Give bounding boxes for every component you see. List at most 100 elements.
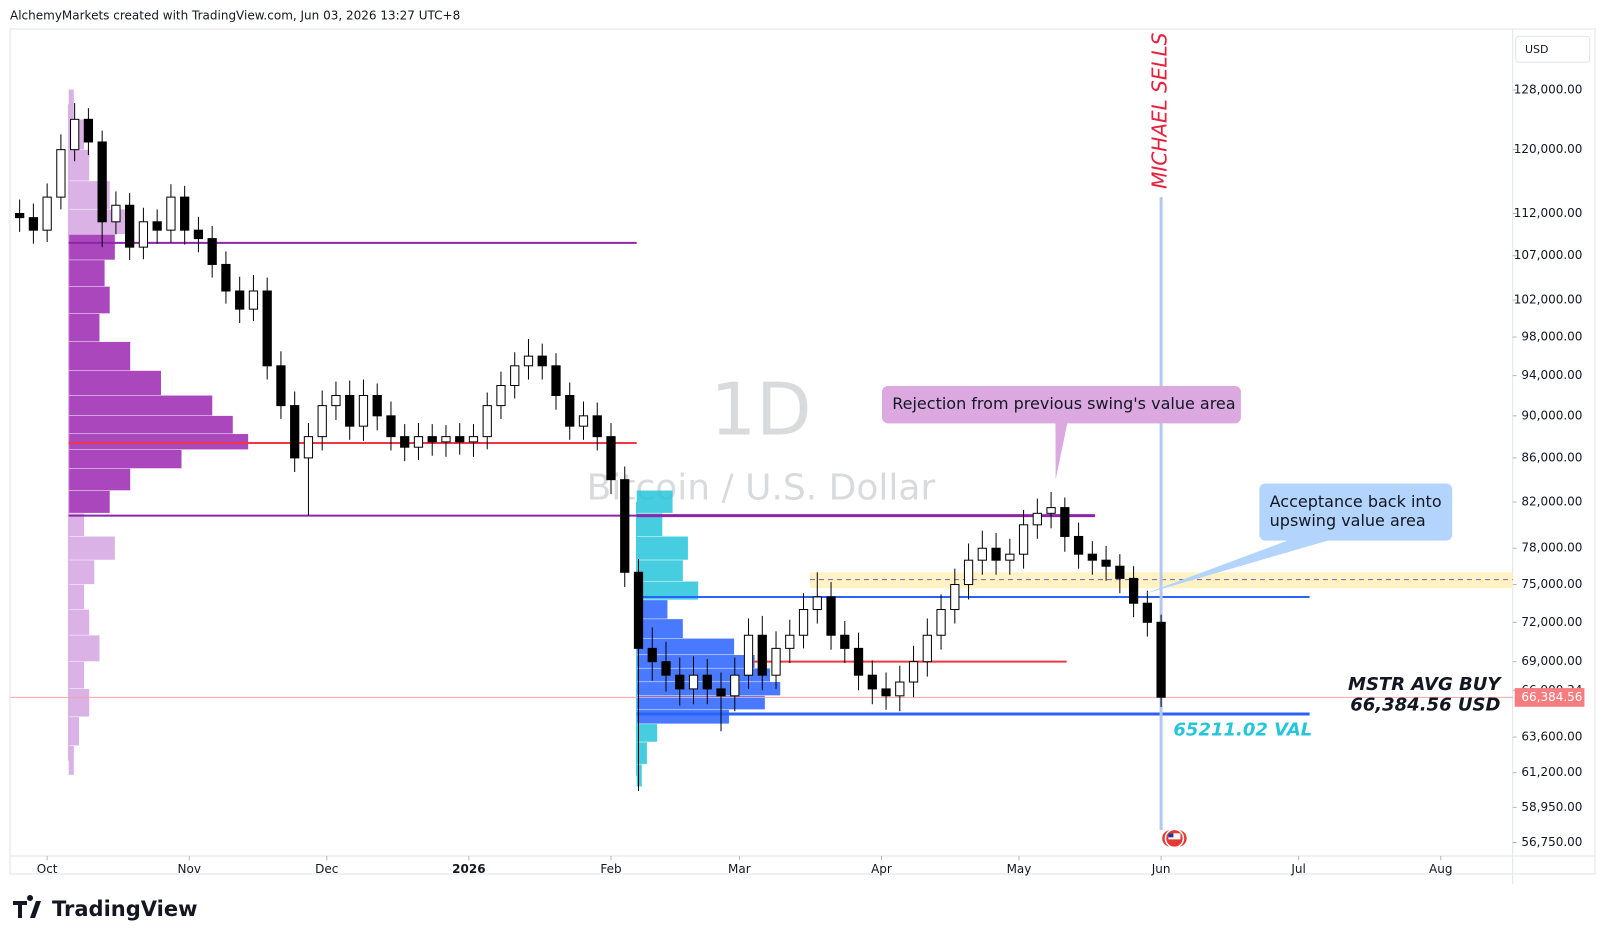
candle-body [1005, 553, 1015, 561]
candle-body [1156, 621, 1166, 698]
volume-profile-bar [68, 468, 131, 491]
candle-body [331, 395, 341, 407]
volume-profile-bar [636, 581, 699, 600]
candle-body [345, 395, 355, 427]
y-tick-label: 102,000.00 [1514, 293, 1583, 307]
flag-canton [1168, 833, 1174, 838]
candle-body [166, 196, 176, 231]
candle-body [1101, 559, 1111, 567]
candle-body [1032, 512, 1042, 526]
volume-profile-bar [636, 560, 683, 581]
candle-body [702, 674, 712, 690]
candle-body [661, 661, 671, 676]
y-tick-label: 128,000.00 [1514, 82, 1583, 96]
candle-body [441, 436, 451, 443]
candle-body [950, 584, 960, 611]
volume-profile-bar [68, 745, 74, 775]
brand-logo [13, 895, 41, 918]
candle-body [812, 596, 822, 611]
candle-body [633, 571, 644, 649]
callout-tail [1055, 422, 1068, 480]
candle-body [482, 405, 492, 438]
candle-body [468, 436, 479, 443]
candle-body [15, 212, 25, 219]
volume-profile-bar [68, 415, 233, 434]
candle-body [427, 436, 437, 443]
callout-text: upswing value area [1270, 511, 1426, 530]
x-tick-label: May [1007, 862, 1032, 876]
flag-stripe [1168, 833, 1181, 840]
candle-body [936, 609, 946, 636]
volume-profile-bar [68, 395, 213, 416]
volume-profile-bar [68, 513, 85, 537]
y-tick-label: 69,000.00 [1521, 654, 1582, 668]
y-tick-label: 98,000.00 [1521, 330, 1582, 344]
volume-profile-bar [636, 709, 729, 724]
candle-body [413, 436, 424, 448]
candle-body [537, 355, 547, 367]
x-tick-label: Feb [600, 862, 621, 876]
volume-profile-bar [68, 717, 79, 746]
volume-profile-bar [68, 584, 85, 610]
level-label: 66,384.56 USD [1350, 695, 1500, 716]
y-tick-label: 78,000.00 [1521, 541, 1582, 555]
y-tick-label: 120,000.00 [1514, 142, 1583, 156]
candle-body [606, 436, 616, 481]
x-tick-label: 2026 [452, 862, 485, 876]
y-tick-label: 94,000.00 [1521, 368, 1582, 382]
candle-body [372, 395, 382, 417]
volume-profile-bar [68, 234, 115, 260]
x-tick-label: Dec [315, 862, 338, 876]
callout-tail [1142, 539, 1332, 595]
candle-body [56, 149, 66, 198]
candle-body [771, 647, 781, 676]
volume-profile-bar [68, 536, 115, 560]
candle-body [221, 263, 231, 292]
candle-body [592, 415, 602, 438]
callout-text: Acceptance back into [1270, 492, 1442, 511]
candle-body [647, 647, 657, 663]
volume-profile-bar [68, 370, 161, 396]
volume-profile-bar [636, 600, 668, 619]
candle-body [28, 217, 39, 231]
currency: USD [1525, 43, 1549, 56]
candle-body [908, 661, 919, 683]
candle-body [840, 634, 850, 649]
candle-body [83, 118, 94, 143]
candle-body [496, 384, 506, 407]
volume-profile-bar [636, 513, 663, 537]
volume-profile-bar [68, 661, 85, 689]
candle-body [798, 609, 809, 636]
volume-profile-bar [68, 490, 110, 513]
candle-body [977, 547, 987, 561]
y-tick-label: 75,000.00 [1521, 577, 1582, 591]
header: AlchemyMarkets created with TradingView.… [10, 9, 460, 23]
y-tick-label: 112,000.00 [1514, 206, 1583, 220]
volume-profile-bar [68, 560, 95, 585]
candle-body [125, 204, 135, 248]
volume-profile-bar [68, 635, 100, 662]
candle-body [290, 405, 300, 459]
volume-profile-bar [636, 490, 673, 513]
candle-body [1060, 507, 1070, 537]
y-tick-label: 72,000.00 [1521, 615, 1582, 629]
y-tick-label: 61,200.00 [1521, 765, 1582, 779]
volume-profile-bar [636, 536, 688, 560]
candle-body [152, 221, 162, 231]
candle-body [510, 365, 520, 386]
candle-body [730, 674, 740, 697]
price-tag [1514, 688, 1585, 707]
candle-body [193, 229, 204, 240]
candle-body [881, 688, 891, 697]
volume-profile-bar [636, 619, 683, 639]
event-flag [1160, 828, 1189, 849]
candle-body [317, 405, 327, 438]
x-tick-label: Jul [1290, 862, 1305, 876]
volume-profile-bar [636, 724, 658, 742]
volume-profile-bar [68, 286, 110, 314]
x-tick-label: Jun [1151, 862, 1171, 876]
y-tick-label: 107,000.00 [1514, 248, 1583, 262]
volume-profile-bar [68, 149, 90, 181]
candle-body [180, 196, 190, 231]
